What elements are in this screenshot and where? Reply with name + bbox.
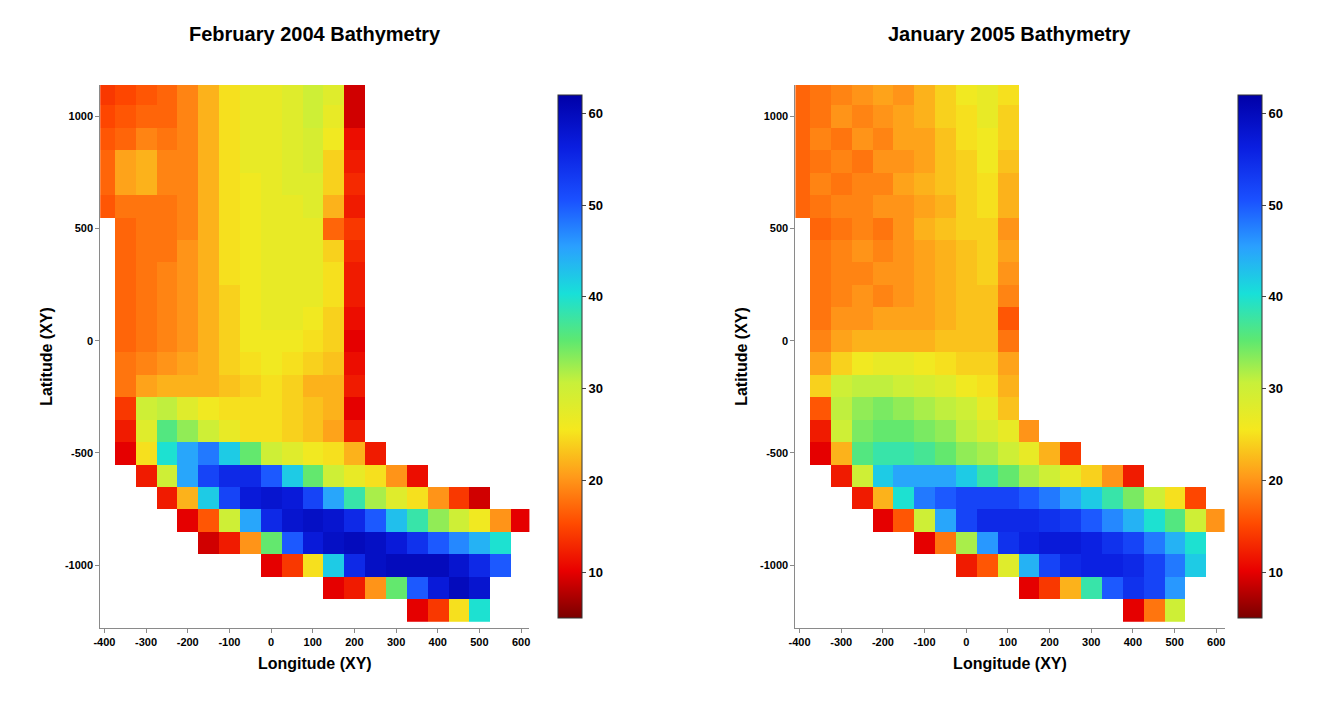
svg-text:20: 20 [589,473,603,488]
svg-text:-500: -500 [766,447,788,459]
svg-text:600: 600 [1207,636,1225,648]
svg-text:0: 0 [963,636,969,648]
svg-text:400: 400 [1124,636,1142,648]
svg-text:-100: -100 [914,636,936,648]
svg-text:500: 500 [470,636,488,648]
svg-text:-400: -400 [93,636,115,648]
svg-text:February 2004 Bathymetry: February 2004 Bathymetry [189,23,441,45]
svg-text:Latitude (XY): Latitude (XY) [733,307,750,406]
svg-text:-1000: -1000 [760,559,788,571]
svg-text:300: 300 [1082,636,1100,648]
svg-text:40: 40 [589,289,603,304]
svg-text:500: 500 [1165,636,1183,648]
svg-text:60: 60 [589,106,603,121]
svg-text:30: 30 [1269,381,1283,396]
svg-text:0: 0 [782,335,788,347]
svg-text:200: 200 [345,636,363,648]
svg-text:600: 600 [512,636,530,648]
svg-text:-200: -200 [872,636,894,648]
svg-text:-300: -300 [830,636,852,648]
svg-text:50: 50 [589,198,603,213]
svg-text:January 2005 Bathymetry: January 2005 Bathymetry [888,23,1131,45]
svg-text:-1000: -1000 [65,559,93,571]
svg-text:1000: 1000 [69,110,93,122]
svg-text:60: 60 [1269,106,1283,121]
svg-text:-200: -200 [177,636,199,648]
svg-text:500: 500 [770,222,788,234]
svg-text:400: 400 [429,636,447,648]
svg-text:1000: 1000 [764,110,788,122]
svg-text:-500: -500 [71,447,93,459]
svg-text:300: 300 [387,636,405,648]
svg-text:20: 20 [1269,473,1283,488]
svg-text:Latitude (XY): Latitude (XY) [38,307,55,406]
svg-text:-100: -100 [218,636,240,648]
svg-text:200: 200 [1040,636,1058,648]
svg-text:100: 100 [999,636,1017,648]
svg-text:30: 30 [589,381,603,396]
svg-text:40: 40 [1269,289,1283,304]
svg-text:10: 10 [1269,565,1283,580]
svg-text:Longitude (XY): Longitude (XY) [258,655,372,672]
svg-text:-400: -400 [789,636,811,648]
svg-text:0: 0 [268,636,274,648]
svg-text:500: 500 [75,222,93,234]
svg-text:100: 100 [304,636,322,648]
svg-text:10: 10 [589,565,603,580]
svg-text:Longitude (XY): Longitude (XY) [953,655,1067,672]
svg-text:50: 50 [1269,198,1283,213]
svg-text:0: 0 [87,335,93,347]
svg-text:-300: -300 [135,636,157,648]
